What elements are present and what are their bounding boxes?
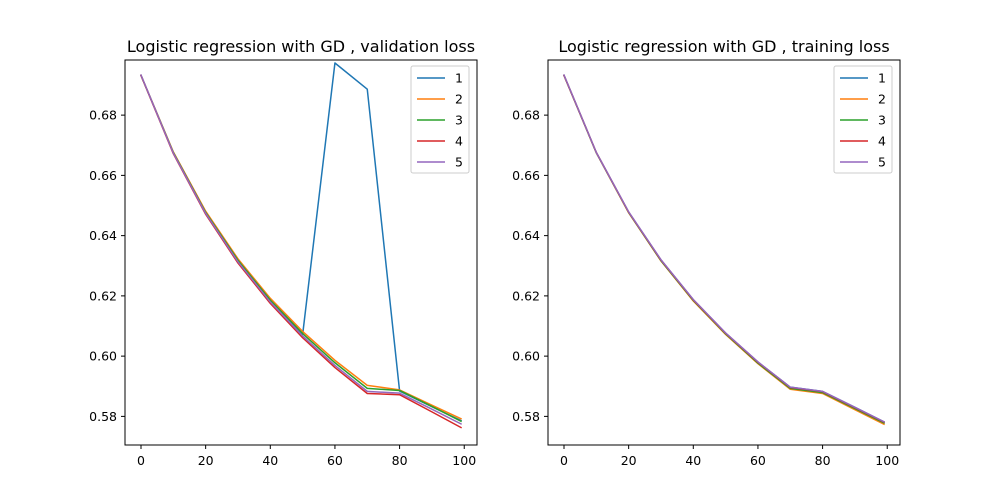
x-tick-label: 80 [815, 453, 831, 468]
y-tick-label: 0.60 [89, 349, 117, 364]
y-tick-label: 0.58 [512, 409, 540, 424]
plot-frame [124, 59, 478, 446]
legend-label: 2 [878, 92, 886, 107]
legend-label: 4 [878, 134, 886, 149]
validation-loss-chart: Logistic regression with GD , validation… [89, 37, 478, 468]
x-tick-label: 100 [875, 453, 899, 468]
x-tick-label: 40 [262, 453, 278, 468]
x-tick-label: 40 [685, 453, 701, 468]
x-tick-label: 60 [327, 453, 343, 468]
x-tick-label: 0 [560, 453, 568, 468]
training-loss-chart: Logistic regression with GD , training l… [512, 37, 901, 468]
legend-label: 5 [455, 155, 463, 170]
legend-label: 3 [455, 113, 463, 128]
x-tick-label: 60 [750, 453, 766, 468]
y-tick-label: 0.68 [89, 108, 117, 123]
x-tick-label: 80 [392, 453, 408, 468]
legend-label: 4 [455, 134, 463, 149]
y-tick-label: 0.66 [512, 168, 540, 183]
x-tick-label: 100 [452, 453, 476, 468]
legend-label: 3 [878, 113, 886, 128]
x-tick-label: 0 [137, 453, 145, 468]
y-tick-label: 0.58 [89, 409, 117, 424]
plot-frame [547, 59, 901, 446]
y-tick-label: 0.64 [512, 228, 540, 243]
legend: 1 2 3 4 5 [833, 65, 893, 174]
y-tick-label: 0.66 [89, 168, 117, 183]
chart-title: Logistic regression with GD , training l… [558, 37, 889, 56]
y-tick-label: 0.62 [512, 288, 540, 303]
y-tick-label: 0.62 [89, 288, 117, 303]
y-tick-label: 0.68 [512, 108, 540, 123]
chart-title: Logistic regression with GD , validation… [127, 37, 475, 56]
series-line-5 [140, 74, 463, 425]
legend-label: 2 [455, 92, 463, 107]
y-tick-label: 0.60 [512, 349, 540, 364]
x-tick-label: 20 [198, 453, 214, 468]
legend-label: 1 [878, 71, 886, 86]
series-line-5 [563, 74, 886, 423]
x-tick-label: 20 [621, 453, 637, 468]
legend-label: 5 [878, 155, 886, 170]
series-lines [563, 74, 886, 426]
series-lines [140, 62, 463, 429]
y-tick-label: 0.64 [89, 228, 117, 243]
legend: 1 2 3 4 5 [410, 65, 470, 174]
legend-label: 1 [455, 71, 463, 86]
